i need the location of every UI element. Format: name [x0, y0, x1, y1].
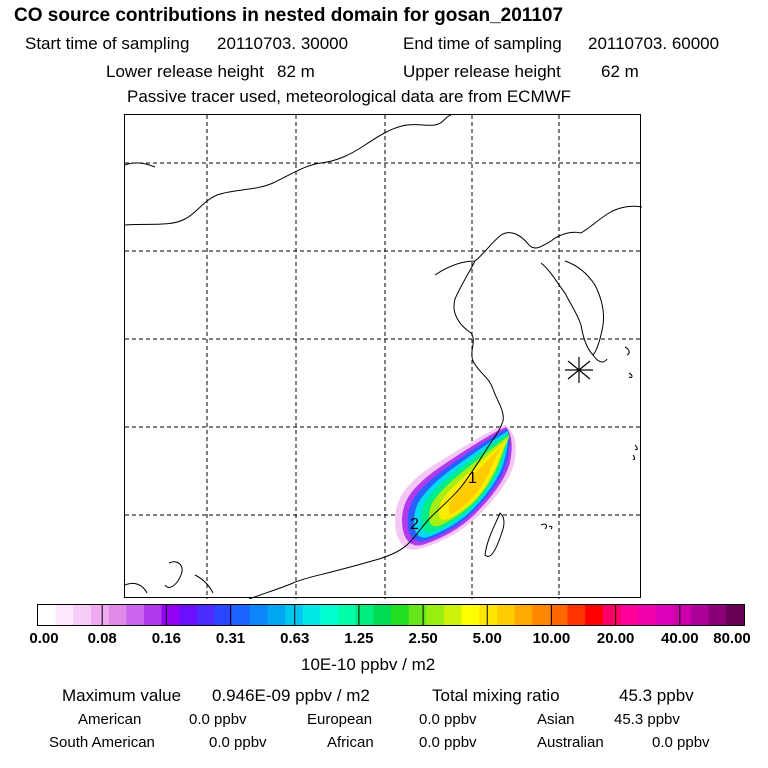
colorbar-tick-label: 20.00 [596, 630, 635, 647]
map-gridlines [125, 115, 642, 599]
end-time-value: 20110703. 60000 [588, 34, 720, 53]
region-value: 0.0 ppbv [652, 734, 710, 751]
lower-height-label: Lower release height [106, 62, 264, 81]
colorbar-segment [408, 605, 427, 625]
colorbar-segment [585, 605, 604, 625]
colorbar-segment [496, 605, 516, 625]
colorbar-segment [126, 605, 145, 625]
region-value: 0.0 ppbv [419, 734, 477, 751]
colorbar-segment [355, 605, 374, 625]
colorbar-segment [196, 605, 215, 625]
colorbar-segment [108, 605, 127, 625]
colorbar-segment [708, 605, 727, 625]
colorbar-segment [338, 605, 357, 625]
colorbar-tick-label: 1.25 [344, 630, 374, 647]
colorbar-segment [320, 605, 339, 625]
colorbar-segment [461, 605, 480, 625]
colorbar-segment [514, 605, 533, 625]
colorbar-segment [55, 605, 74, 625]
region-value: 0.0 ppbv [189, 711, 247, 728]
region-name: South American [49, 734, 155, 751]
colorbar-segment [673, 605, 692, 625]
map-canvas: 1 2 [125, 115, 642, 599]
colorbar-segment [638, 605, 657, 625]
total-label: Total mixing ratio [432, 686, 560, 705]
colorbar [37, 604, 745, 626]
colorbar-segment [620, 605, 639, 625]
marker-2: 2 [410, 516, 419, 533]
colorbar-segment [249, 605, 268, 625]
colorbar-segment [90, 605, 110, 625]
upper-height-label: Upper release height [403, 62, 561, 81]
asterisk-icon [565, 357, 593, 383]
colorbar-segment [214, 605, 233, 625]
region-value: 0.0 ppbv [419, 711, 477, 728]
colorbar-tick-label: 0.08 [87, 630, 117, 647]
map-panel: 1 2 [124, 114, 642, 599]
colorbar-segment [602, 605, 621, 625]
total-value: 45.3 ppbv [619, 686, 694, 705]
colorbar-segment [179, 605, 198, 625]
start-time-value: 20110703. 30000 [217, 34, 349, 53]
colorbar-segment [302, 605, 321, 625]
colorbar-segment [691, 605, 710, 625]
max-value: 0.946E-09 ppbv / m2 [212, 686, 370, 705]
colorbar-tick-label: 0.00 [29, 630, 59, 647]
colorbar-segment [655, 605, 674, 625]
region-name: African [327, 734, 374, 751]
colorbar-tick-label: 0.16 [151, 630, 181, 647]
region-value: 45.3 ppbv [614, 711, 680, 728]
colorbar-segment [232, 605, 251, 625]
colorbar-unit: 10E-10 ppbv / m2 [301, 655, 436, 674]
colorbar-segment [373, 605, 392, 625]
colorbar-segment [726, 605, 744, 625]
colorbar-segment [285, 605, 304, 625]
info-line: Passive tracer used, meteorological data… [127, 87, 572, 106]
coastlines [125, 115, 642, 599]
max-label: Maximum value [62, 686, 182, 705]
colorbar-scale [38, 605, 744, 625]
colorbar-segment [38, 605, 57, 625]
colorbar-segment [161, 605, 180, 625]
tracer-plume [395, 425, 516, 550]
region-name: American [78, 711, 142, 728]
colorbar-segment [143, 605, 163, 625]
page-title: CO source contributions in nested domain… [14, 5, 564, 26]
colorbar-tick-label: 5.00 [472, 630, 502, 647]
colorbar-segment [267, 605, 286, 625]
colorbar-segment [73, 605, 92, 625]
colorbar-tick-label: 0.31 [215, 630, 246, 647]
colorbar-segment [549, 605, 568, 625]
upper-height-value: 62 m [601, 62, 639, 81]
colorbar-segment [479, 605, 498, 625]
colorbar-segment [443, 605, 463, 625]
colorbar-segment [391, 605, 410, 625]
start-time-label: Start time of sampling [25, 34, 190, 53]
region-name: Asian [537, 711, 575, 728]
colorbar-tick-label: 0.63 [280, 630, 310, 647]
region-value: 0.0 ppbv [209, 734, 267, 751]
colorbar-tick-label: 2.50 [408, 630, 438, 647]
colorbar-segment [532, 605, 551, 625]
lower-height-value: 82 m [277, 62, 315, 81]
colorbar-segment [426, 605, 445, 625]
colorbar-tick-label: 10.00 [532, 630, 571, 647]
end-time-label: End time of sampling [403, 34, 562, 53]
region-name: Australian [537, 734, 604, 751]
colorbar-tick-label: 80.00 [713, 630, 751, 647]
colorbar-tick-label: 40.00 [661, 630, 699, 647]
region-name: European [307, 711, 373, 728]
colorbar-segment [567, 605, 586, 625]
marker-1: 1 [468, 470, 477, 487]
